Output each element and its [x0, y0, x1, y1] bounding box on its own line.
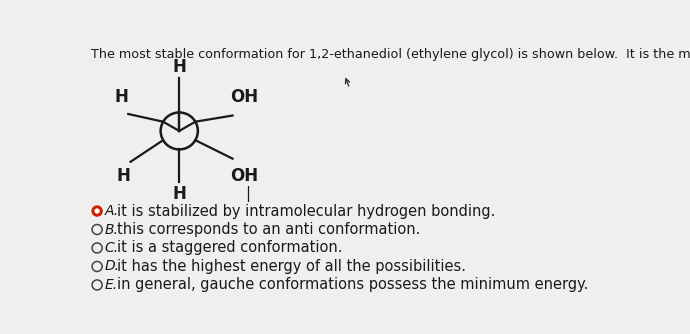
Text: in general, gauche conformations possess the minimum energy.: in general, gauche conformations possess… — [117, 278, 589, 293]
Text: D.: D. — [105, 260, 120, 274]
Text: it is a staggered conformation.: it is a staggered conformation. — [117, 240, 343, 256]
Text: C.: C. — [105, 241, 119, 255]
Text: OH: OH — [230, 88, 258, 106]
Text: |: | — [245, 186, 250, 202]
Text: B.: B. — [105, 222, 119, 236]
Text: H: H — [172, 185, 186, 203]
Text: The most stable conformation for 1,2-ethanediol (ethylene glycol) is shown below: The most stable conformation for 1,2-eth… — [91, 48, 690, 61]
Text: OH: OH — [230, 167, 258, 185]
Text: H: H — [117, 167, 130, 185]
Circle shape — [95, 209, 99, 213]
Text: H: H — [172, 57, 186, 75]
Text: it has the highest energy of all the possibilities.: it has the highest energy of all the pos… — [117, 259, 466, 274]
Text: A.: A. — [105, 204, 119, 218]
Text: this corresponds to an anti conformation.: this corresponds to an anti conformation… — [117, 222, 421, 237]
Circle shape — [92, 206, 102, 216]
Text: it is stabilized by intramolecular hydrogen bonding.: it is stabilized by intramolecular hydro… — [117, 203, 495, 218]
Text: H: H — [115, 88, 128, 106]
Text: E.: E. — [105, 278, 118, 292]
